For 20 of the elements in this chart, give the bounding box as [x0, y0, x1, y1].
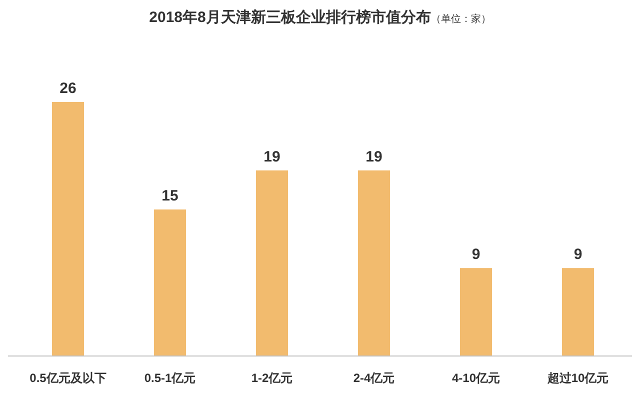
bar [460, 268, 492, 356]
bar [562, 268, 594, 356]
data-label: 26 [60, 80, 76, 97]
x-tick-label: 超过10亿元 [546, 371, 609, 385]
x-tick-label: 4-10亿元 [452, 371, 500, 385]
chart-subtitle: （单位：家） [430, 13, 491, 25]
x-tick-label: 0.5-1亿元 [144, 371, 196, 385]
bar [256, 170, 288, 356]
chart-title: 2018年8月天津新三板企业排行榜市值分布 [149, 8, 431, 26]
bar [52, 102, 84, 356]
data-label: 9 [574, 246, 582, 264]
bar [154, 209, 186, 356]
x-tick-label: 0.5亿元及以下 [30, 371, 106, 385]
x-tick-label: 1-2亿元 [251, 371, 293, 385]
data-label: 19 [264, 148, 280, 166]
data-label: 15 [162, 187, 178, 204]
data-label: 9 [472, 246, 480, 264]
data-label: 19 [366, 148, 382, 166]
x-tick-label: 2-4亿元 [353, 371, 395, 385]
bar [358, 170, 390, 356]
